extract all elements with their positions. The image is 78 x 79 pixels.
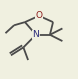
Text: N: N xyxy=(33,30,39,39)
Text: O: O xyxy=(35,11,43,20)
